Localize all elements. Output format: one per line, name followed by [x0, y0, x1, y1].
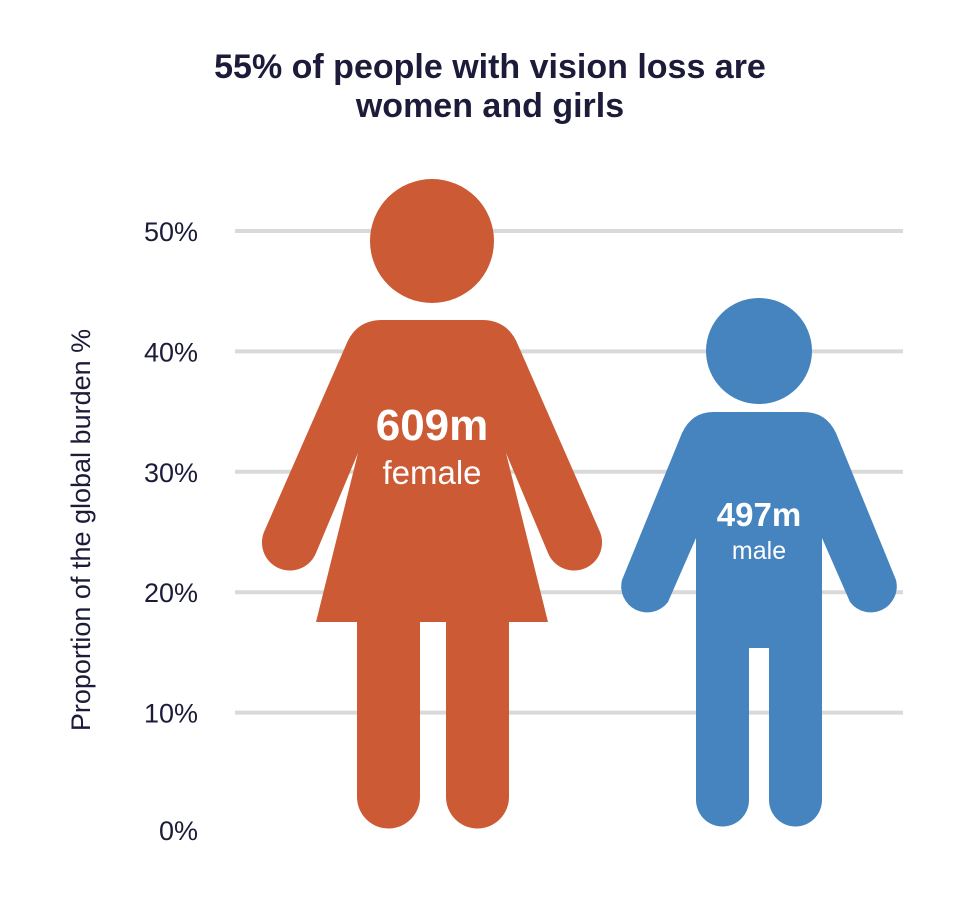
bar-female-figure [261, 179, 603, 829]
data-label-male-category: male [732, 537, 786, 565]
y-tick-label: 40% [144, 337, 198, 367]
chart-title-line-2: women and girls [355, 87, 624, 125]
female-figure-right-leg [446, 618, 509, 829]
bar-male-figure [621, 298, 897, 827]
data-label-female-value: 609m [376, 401, 489, 450]
female-figure-head [370, 179, 494, 303]
y-axis-label: Proportion of the global burden % [66, 329, 96, 731]
y-tick-labels: 0% 10% 20% 30% 40% 50% [144, 217, 198, 846]
data-label-male-value: 497m [717, 496, 801, 533]
data-label-female-category: female [382, 454, 481, 491]
female-figure-left-leg [357, 618, 420, 829]
chart-title-line-1: 55% of people with vision loss are [214, 48, 766, 86]
y-tick-label: 10% [144, 699, 198, 729]
y-tick-label: 0% [159, 816, 198, 846]
male-figure-body [621, 412, 897, 827]
female-figure-body [261, 320, 603, 622]
y-tick-label: 20% [144, 578, 198, 608]
y-tick-label: 50% [144, 217, 198, 247]
male-figure-head [706, 298, 812, 404]
y-tick-label: 30% [144, 458, 198, 488]
